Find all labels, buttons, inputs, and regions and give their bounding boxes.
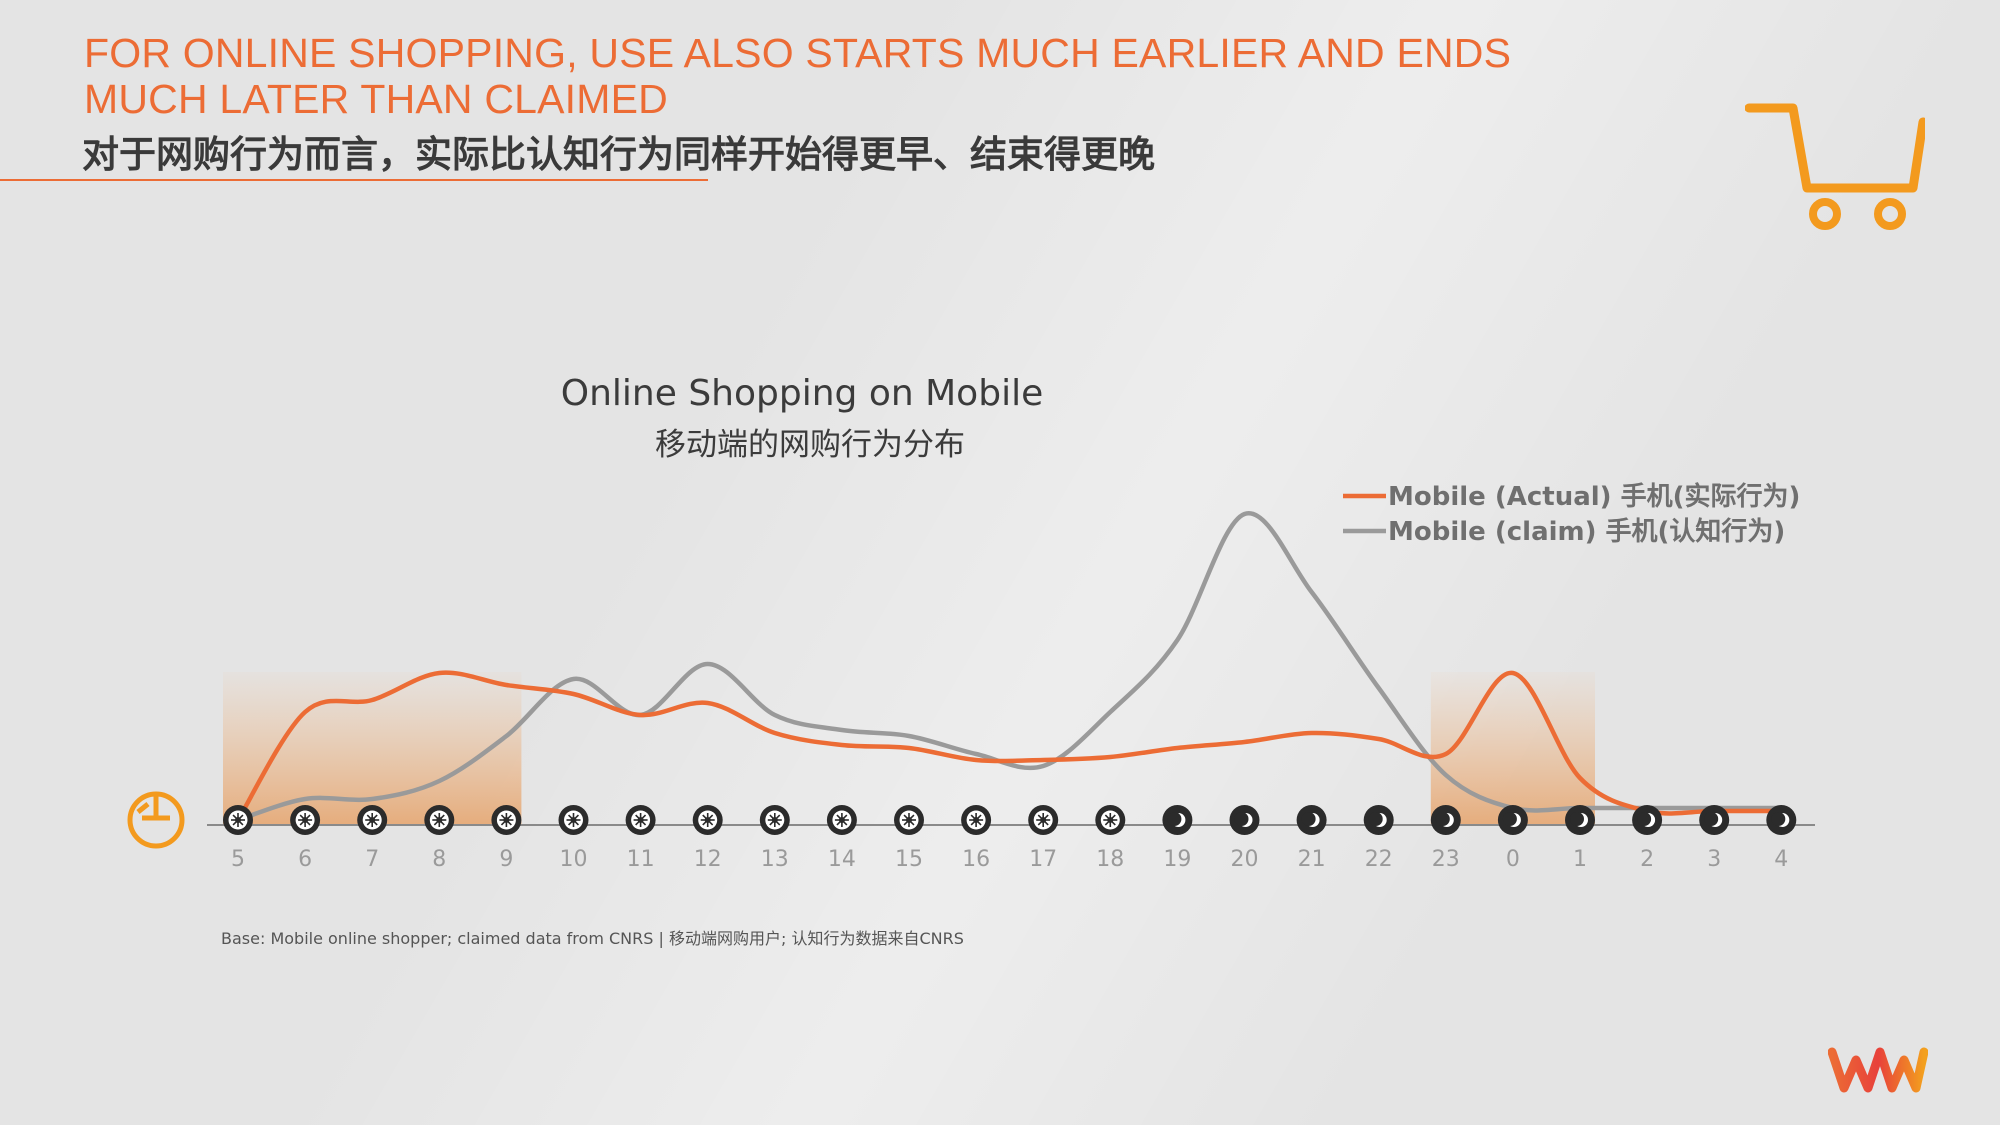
highlight-band-1 (223, 672, 522, 825)
x-tick-label: 17 (1029, 847, 1057, 872)
title-underline (0, 179, 708, 181)
x-tick-label: 1 (1573, 847, 1587, 872)
legend-item-actual: Mobile (Actual) 手机(实际行为) (1343, 481, 1800, 512)
sun-icon (558, 805, 589, 835)
shopping-cart-icon (1745, 103, 1925, 230)
moon-icon (1430, 805, 1461, 835)
moon-icon (1296, 805, 1327, 835)
x-tick-label: 19 (1163, 847, 1191, 872)
sun-icon (1028, 805, 1059, 835)
legend-item-claim: Mobile (claim) 手机(认知行为) (1343, 516, 1785, 547)
sun-icon (759, 805, 790, 835)
moon-icon (1162, 805, 1193, 835)
x-tick-label: 10 (560, 847, 588, 872)
clock-icon (127, 791, 185, 849)
legend-label: Mobile (Actual) 手机(实际行为) (1388, 481, 1800, 512)
x-tick-label: 9 (499, 847, 513, 872)
wm-logo (1828, 1047, 1928, 1093)
moon-icon (1766, 805, 1797, 835)
hour-icons (223, 805, 1797, 835)
sun-icon (491, 805, 522, 835)
footnote: Base: Mobile online shopper; claimed dat… (221, 929, 964, 948)
sun-icon (223, 805, 253, 835)
legend-label: Mobile (claim) 手机(认知行为) (1388, 516, 1785, 547)
highlight-bands (223, 672, 1595, 825)
sun-icon (1095, 805, 1126, 835)
x-tick-label: 14 (828, 847, 856, 872)
sun-icon (625, 805, 656, 835)
x-tick-label: 18 (1096, 847, 1124, 872)
x-tick-label: 16 (962, 847, 990, 872)
x-tick-label: 7 (365, 847, 379, 872)
sun-icon (357, 805, 388, 835)
x-tick-label: 23 (1432, 847, 1460, 872)
moon-icon (1632, 805, 1663, 835)
x-tick-label: 15 (895, 847, 923, 872)
moon-icon (1497, 805, 1528, 835)
slide-subtitle-cn: 对于网购行为而言，实际比认知行为同样开始得更早、结束得更晚 (82, 133, 1155, 176)
x-tick-label: 4 (1774, 847, 1788, 872)
moon-icon (1699, 805, 1730, 835)
legend: Mobile (Actual) 手机(实际行为) Mobile (claim) 手… (1343, 481, 1800, 547)
slide-title: FOR ONLINE SHOPPING, USE ALSO STARTS MUC… (84, 30, 1512, 122)
sun-icon (826, 805, 857, 835)
x-tick-label: 12 (694, 847, 722, 872)
x-tick-label: 20 (1231, 847, 1259, 872)
x-tick-label: 5 (231, 847, 245, 872)
x-tick-label: 3 (1707, 847, 1721, 872)
sun-icon (290, 805, 321, 835)
sun-icon (961, 805, 992, 835)
x-tick-label: 8 (432, 847, 446, 872)
moon-icon (1363, 805, 1394, 835)
x-tick-label: 21 (1298, 847, 1326, 872)
x-tick-label: 2 (1640, 847, 1654, 872)
sun-icon (424, 805, 455, 835)
x-tick-label: 6 (298, 847, 312, 872)
moon-icon (1229, 805, 1260, 835)
series-line-actual (235, 670, 1784, 823)
chart-title: Online Shopping on Mobile (561, 373, 1043, 414)
x-tick-labels: 5 6 7 8 9 10 11 12 13 14 15 16 17 18 19 20 21 22 23 0 1 2 3 4 (231, 847, 1788, 872)
x-tick-label: 0 (1506, 847, 1520, 872)
x-tick-label: 22 (1365, 847, 1393, 872)
sun-icon (894, 805, 924, 835)
x-tick-label: 11 (627, 847, 655, 872)
highlight-band-2 (1430, 672, 1595, 825)
sun-icon (692, 805, 723, 835)
x-tick-label: 13 (761, 847, 789, 872)
chart-subtitle: 移动端的网购行为分布 (655, 427, 965, 463)
moon-icon (1565, 805, 1595, 835)
